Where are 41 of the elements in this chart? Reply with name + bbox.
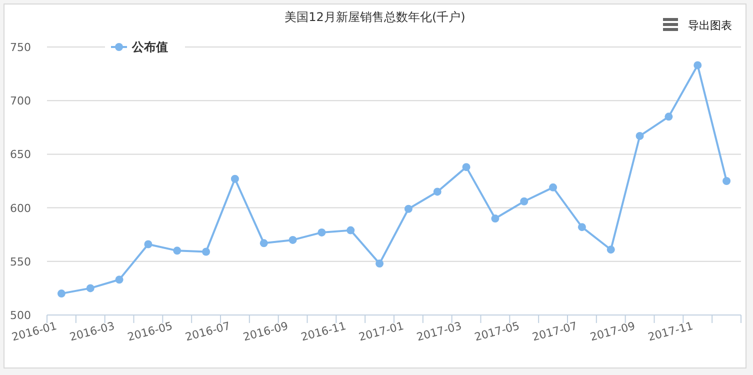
point bbox=[722, 177, 731, 185]
point bbox=[86, 284, 94, 292]
point bbox=[173, 246, 182, 255]
x-tick-label: 2017-11 bbox=[646, 319, 694, 344]
x-tick-label: 2017-03 bbox=[415, 319, 464, 344]
y-tick-label: 500 bbox=[10, 309, 31, 322]
point bbox=[376, 260, 384, 268]
point bbox=[694, 61, 702, 70]
point bbox=[318, 228, 326, 236]
point bbox=[491, 214, 500, 223]
y-tick-label: 650 bbox=[10, 148, 31, 162]
point bbox=[260, 239, 268, 248]
y-tick-label: 750 bbox=[10, 41, 31, 54]
point bbox=[549, 183, 558, 192]
point bbox=[462, 163, 470, 172]
point bbox=[520, 197, 528, 206]
point bbox=[346, 226, 355, 234]
point bbox=[636, 132, 644, 140]
x-tick-label: 2017-01 bbox=[357, 319, 406, 344]
point bbox=[202, 248, 210, 256]
point bbox=[664, 112, 673, 121]
x-tick-label: 2016-11 bbox=[300, 319, 348, 344]
point bbox=[144, 240, 152, 248]
point bbox=[230, 174, 239, 183]
point bbox=[578, 223, 586, 232]
x-tick-label: 2016-09 bbox=[242, 319, 290, 344]
y-tick-label: 700 bbox=[10, 94, 31, 108]
chart-title: 美国12月新屋销售总数年化(千户) bbox=[284, 10, 466, 24]
legend-label: 公布值 bbox=[131, 40, 168, 54]
point bbox=[606, 246, 615, 254]
y-tick-label: 550 bbox=[10, 255, 31, 268]
x-tick-label: 2016-03 bbox=[68, 319, 116, 344]
point bbox=[57, 290, 66, 298]
point bbox=[404, 204, 412, 213]
point bbox=[115, 276, 124, 284]
y-tick-label: 600 bbox=[10, 202, 31, 215]
point bbox=[288, 236, 297, 244]
point bbox=[433, 188, 442, 196]
x-tick-label: 2016-01 bbox=[10, 319, 58, 344]
x-tick-label: 2017-09 bbox=[588, 319, 637, 344]
text: 导出图表 bbox=[688, 19, 732, 32]
